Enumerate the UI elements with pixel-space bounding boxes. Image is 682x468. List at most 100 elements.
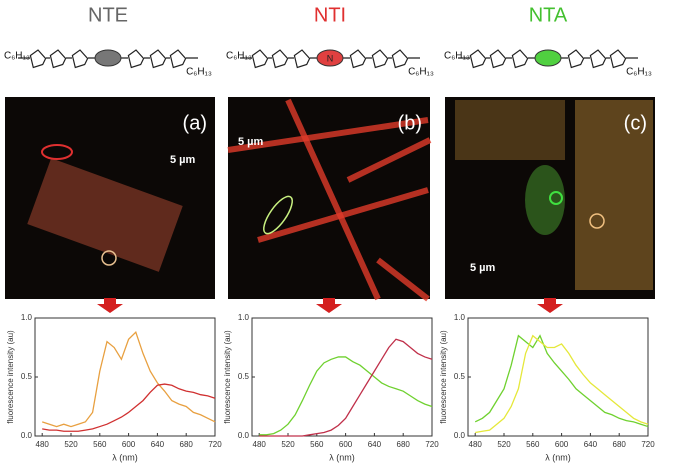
crystal: [346, 137, 432, 183]
linker: [316, 49, 344, 67]
marker: [263, 195, 293, 235]
panel-title: NTA: [529, 4, 568, 26]
substituent: C₆H₁₃: [408, 67, 434, 78]
y-tick-label: 1.0: [238, 313, 250, 322]
panel-title: NTE: [88, 4, 128, 26]
molecule: [18, 49, 198, 69]
x-tick-label: 640: [151, 440, 165, 449]
series-line: [42, 383, 216, 432]
x-tick-label: 520: [281, 440, 295, 449]
crystal: [227, 117, 429, 153]
crystal-field: [455, 100, 565, 160]
y-tick-label: 0.0: [238, 431, 250, 440]
x-axis-label: λ (nm): [112, 452, 138, 462]
x-tick-label: 560: [310, 440, 324, 449]
x-tick-label: 520: [497, 440, 511, 449]
series-line: [259, 338, 433, 437]
scale-bar-label: 5 µm: [170, 154, 196, 166]
marker: [101, 250, 117, 266]
x-tick-label: 680: [397, 440, 411, 449]
ring: [169, 49, 187, 69]
series-line: [475, 334, 649, 434]
x-tick-label: 480: [253, 440, 267, 449]
ring: [391, 49, 409, 69]
x-tick-label: 560: [93, 440, 107, 449]
plot-frame: [251, 317, 433, 437]
panel-title: NTI: [314, 4, 346, 26]
y-axis-label: fluorescence intensity (au): [223, 330, 232, 424]
image-label: (a): [183, 112, 207, 134]
linker: [94, 49, 122, 67]
molecule: [458, 49, 638, 69]
ring: [469, 49, 487, 69]
molecule: [240, 49, 420, 69]
x-tick-label: 480: [36, 440, 50, 449]
crystal: [27, 158, 183, 272]
image-label: (b): [398, 112, 422, 134]
marker: [589, 213, 605, 229]
x-axis-label: λ (nm): [545, 452, 571, 462]
marker: [549, 191, 563, 205]
linker: [534, 49, 562, 67]
crystal: [376, 257, 430, 302]
series-line: [41, 330, 216, 428]
linker-atom: N: [327, 53, 334, 63]
series-line: [474, 334, 649, 428]
x-tick-label: 520: [64, 440, 78, 449]
ring: [71, 49, 89, 69]
ring: [567, 49, 585, 69]
y-tick-label: 0.0: [454, 431, 466, 440]
ring: [609, 49, 627, 69]
plot-frame: [34, 317, 216, 437]
x-tick-label: 560: [526, 440, 540, 449]
x-tick-label: 600: [555, 440, 569, 449]
x-tick-label: 600: [122, 440, 136, 449]
substituent: C₆H₁₃: [226, 51, 252, 62]
y-tick-label: 0.5: [238, 372, 250, 381]
series-line: [259, 356, 433, 436]
x-tick-label: 680: [180, 440, 194, 449]
crystal-field: [575, 100, 653, 290]
x-tick-label: 600: [339, 440, 353, 449]
scale-bar-label: 5 µm: [470, 262, 496, 274]
ring: [149, 49, 167, 69]
ring: [293, 49, 311, 69]
arrow: [537, 298, 563, 313]
x-tick-label: 680: [613, 440, 627, 449]
x-axis-label: λ (nm): [329, 452, 355, 462]
arrow: [316, 298, 342, 313]
ring: [489, 49, 507, 69]
x-tick-label: 640: [368, 440, 382, 449]
y-tick-label: 0.0: [21, 431, 33, 440]
x-tick-label: 480: [469, 440, 483, 449]
ring: [349, 49, 367, 69]
crystal: [285, 98, 381, 301]
x-tick-label: 720: [425, 440, 439, 449]
marker: [41, 144, 73, 160]
ring: [371, 49, 389, 69]
crystal: [525, 165, 565, 235]
x-tick-label: 720: [208, 440, 222, 449]
y-tick-label: 1.0: [454, 313, 466, 322]
ring: [251, 49, 269, 69]
y-tick-label: 0.5: [21, 372, 33, 381]
y-axis-label: fluorescence intensity (au): [439, 330, 448, 424]
ring: [511, 49, 529, 69]
substituent: C₆H₁₃: [186, 67, 212, 78]
ring: [49, 49, 67, 69]
substituent: C₆H₁₃: [626, 67, 652, 78]
y-tick-label: 0.5: [454, 372, 466, 381]
x-tick-label: 640: [584, 440, 598, 449]
ring: [589, 49, 607, 69]
ring: [29, 49, 47, 69]
y-tick-label: 1.0: [21, 313, 33, 322]
substituent: C₆H₁₃: [4, 51, 30, 62]
scale-bar-label: 5 µm: [238, 136, 264, 148]
image-label: (c): [624, 112, 647, 134]
y-axis-label: fluorescence intensity (au): [6, 330, 15, 424]
arrow: [97, 298, 123, 313]
substituent: C₆H₁₃: [444, 51, 470, 62]
ring: [271, 49, 289, 69]
x-tick-label: 720: [641, 440, 655, 449]
